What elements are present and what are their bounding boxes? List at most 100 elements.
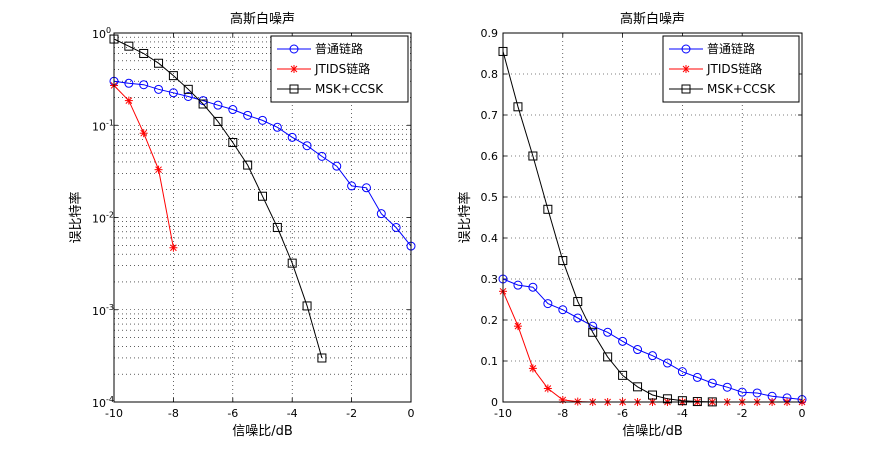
data-point: [677, 367, 687, 377]
data-point: [302, 141, 312, 151]
data-point: [588, 327, 598, 337]
data-point: [737, 387, 747, 397]
data-point: [289, 44, 299, 54]
x-tick-label: -10: [105, 407, 123, 420]
y-axis-label: 误比特率: [457, 191, 473, 243]
data-point: [213, 100, 223, 110]
y-tick-label: 0.2: [481, 314, 499, 327]
data-point: [228, 105, 238, 115]
data-point: [573, 313, 583, 323]
axes-box: [502, 32, 803, 403]
legend-entry: MSK+CCSK: [315, 82, 384, 96]
y-tick-label: 0.8: [481, 68, 499, 81]
data-point: [183, 84, 193, 94]
x-tick-label: -4: [287, 407, 298, 420]
data-point: [558, 395, 567, 404]
data-point: [183, 91, 193, 101]
chart-title: 高斯白噪声: [620, 11, 685, 27]
x-tick-label: -4: [677, 407, 688, 420]
data-point: [347, 181, 357, 191]
data-point: [198, 99, 208, 109]
data-point: [662, 394, 672, 404]
chart-2: -10 -8 -6 -4 -2 0 0 0.1 0.2 0.3 0.4 0.5 0.6 0.7 0.8 0.9…: [457, 11, 807, 439]
grid: [114, 33, 411, 402]
y-tick-label: 0.4: [481, 232, 499, 245]
data-point: [332, 161, 342, 171]
x-axis-label: 信噪比/dB: [622, 424, 683, 439]
data-point: [633, 345, 643, 355]
data-point: [361, 183, 371, 193]
data-point: [139, 129, 148, 138]
data-point: [648, 351, 657, 361]
data-point: [287, 132, 297, 142]
data-point: [513, 280, 523, 290]
data-point: [272, 122, 282, 132]
data-point: [289, 84, 299, 94]
legend-entry: JTIDS链路: [706, 61, 762, 76]
data-point: [243, 110, 253, 120]
data-point: [243, 160, 253, 170]
series-line: [502, 51, 713, 403]
data-point: [124, 96, 133, 105]
data-point: [543, 384, 552, 393]
data-point: [154, 84, 164, 94]
y-tick-label: 0.7: [481, 109, 499, 122]
grid: [503, 33, 802, 402]
y-tick-label: 0.9: [481, 27, 499, 40]
x-tick-label: -10: [494, 407, 512, 420]
axes-box: [113, 32, 412, 403]
data-point: [603, 352, 613, 362]
data-point: [513, 322, 522, 331]
x-tick-label: -6: [227, 407, 238, 420]
x-tick-label: -2: [346, 407, 357, 420]
data-point: [154, 165, 163, 174]
x-tick-label: -8: [557, 407, 568, 420]
y-tick-label: 10-2: [92, 211, 114, 226]
data-point: [648, 390, 657, 400]
legend: 普通链路 JTIDS链路 MSK+CCSK: [662, 35, 800, 103]
data-point: [618, 370, 628, 380]
y-tick-label: 0.5: [481, 191, 499, 204]
data-point: [213, 116, 223, 126]
data-point: [722, 382, 732, 392]
y-tick-label: 10-4: [92, 395, 114, 410]
data-point: [618, 336, 628, 346]
y-axis-label: 误比特率: [68, 191, 84, 243]
chart-title: 高斯白噪声: [230, 11, 295, 27]
data-point: [707, 378, 717, 388]
data-point: [588, 321, 598, 331]
data-point: [169, 243, 178, 252]
series-line: [113, 80, 412, 247]
data-point: [317, 151, 327, 161]
chart-1: -10 -8 -6 -4 -2 0 10-4 10-3 10-2 10-1 100 高斯白噪声信噪比/…: [68, 11, 416, 439]
y-tick-label: 10-1: [92, 118, 114, 133]
data-point: [513, 102, 523, 112]
x-tick-label: -6: [617, 407, 628, 420]
x-tick-label: 0: [408, 407, 415, 420]
data-point: [287, 258, 297, 268]
x-tick-label: -2: [737, 407, 748, 420]
data-point: [154, 58, 164, 68]
data-point: [692, 372, 702, 382]
series-3: [498, 46, 717, 407]
data-point: [681, 84, 691, 94]
data-point: [543, 299, 553, 309]
data-point: [228, 138, 238, 148]
data-point: [752, 388, 762, 398]
y-tick-label: 10-3: [92, 303, 114, 318]
data-point: [543, 204, 553, 214]
y-tick-label: 0.3: [481, 273, 499, 286]
data-point: [258, 191, 267, 201]
data-point: [168, 88, 178, 98]
data-point: [682, 65, 690, 73]
series-line: [113, 38, 323, 359]
data-point: [677, 396, 687, 406]
data-point: [633, 382, 643, 392]
series-1: [109, 76, 416, 251]
data-point: [558, 256, 568, 266]
series-2: [110, 81, 178, 252]
y-tick-label: 100: [92, 26, 111, 41]
x-tick-label: -8: [168, 407, 179, 420]
legend-entry: 普通链路: [315, 41, 363, 56]
